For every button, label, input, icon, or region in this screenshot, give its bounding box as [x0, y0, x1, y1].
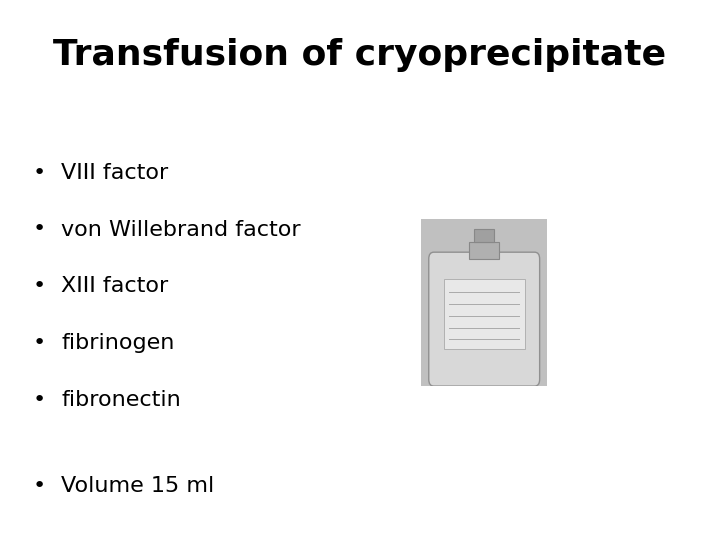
- Text: von Willebrand factor: von Willebrand factor: [61, 219, 301, 240]
- Text: Volume 15 ml: Volume 15 ml: [61, 476, 215, 496]
- Text: Transfusion of cryoprecipitate: Transfusion of cryoprecipitate: [53, 38, 667, 72]
- FancyBboxPatch shape: [429, 252, 540, 386]
- Bar: [444, 279, 525, 349]
- Text: VIII factor: VIII factor: [61, 163, 168, 183]
- Bar: [469, 242, 500, 259]
- Text: •: •: [33, 219, 46, 240]
- Text: fibronectin: fibronectin: [61, 389, 181, 410]
- Text: XIII factor: XIII factor: [61, 276, 168, 296]
- Bar: [474, 229, 495, 242]
- Text: •: •: [33, 389, 46, 410]
- Text: •: •: [33, 276, 46, 296]
- Text: fibrinogen: fibrinogen: [61, 333, 174, 353]
- Text: •: •: [33, 163, 46, 183]
- Text: •: •: [33, 476, 46, 496]
- Text: •: •: [33, 333, 46, 353]
